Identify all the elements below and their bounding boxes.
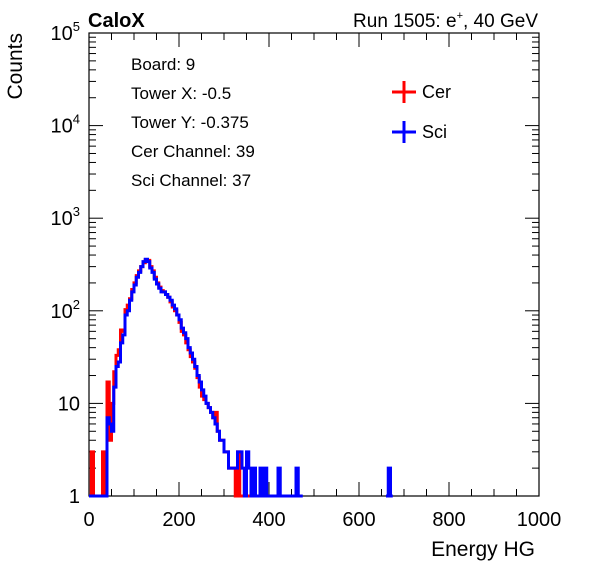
- x-tick-label: 800: [432, 509, 465, 531]
- y-tick-label: 102: [51, 297, 80, 323]
- right-title-sup: +: [457, 10, 463, 22]
- x-axis-title: Energy HG: [431, 538, 535, 561]
- x-tick-label: 1000: [517, 509, 562, 531]
- x-tick-label: 200: [162, 509, 195, 531]
- info-line-sci-channel: Sci Channel: 37: [131, 171, 251, 190]
- y-tick-label: 1: [69, 486, 80, 508]
- chart-left-title: CaloX: [88, 10, 145, 32]
- x-tick-label: 400: [252, 509, 285, 531]
- info-line-cer-channel: Cer Channel: 39: [131, 142, 255, 161]
- y-tick-label: 104: [51, 112, 80, 138]
- info-line-tower-x: Tower X: -0.5: [131, 84, 231, 103]
- axis-ticks: 0 200 400 600 800 1000 1 10 102 103 104 105: [51, 19, 562, 531]
- legend-label-sci: Sci: [422, 122, 447, 142]
- legend-label-cer: Cer: [422, 82, 451, 102]
- chart-right-title: Run 1505: e+, 40 GeV: [353, 10, 538, 32]
- series-sci-line: [89, 257, 393, 498]
- y-tick-label: 103: [51, 204, 80, 230]
- y-tick-label: 105: [51, 19, 80, 45]
- info-box: Board: 9 Tower X: -0.5 Tower Y: -0.375 C…: [131, 55, 255, 190]
- info-line-board: Board: 9: [131, 55, 195, 74]
- x-tick-label: 600: [342, 509, 375, 531]
- x-tick-label: 0: [83, 509, 94, 531]
- series-layer: [89, 257, 393, 498]
- right-title-suffix: , 40 GeV: [463, 11, 538, 32]
- right-title-prefix: Run 1505: e: [353, 11, 457, 32]
- info-line-tower-y: Tower Y: -0.375: [131, 113, 249, 132]
- y-axis-title: Counts: [4, 33, 27, 100]
- y-tick-label: 10: [58, 393, 80, 415]
- legend: Cer Sci: [392, 81, 451, 143]
